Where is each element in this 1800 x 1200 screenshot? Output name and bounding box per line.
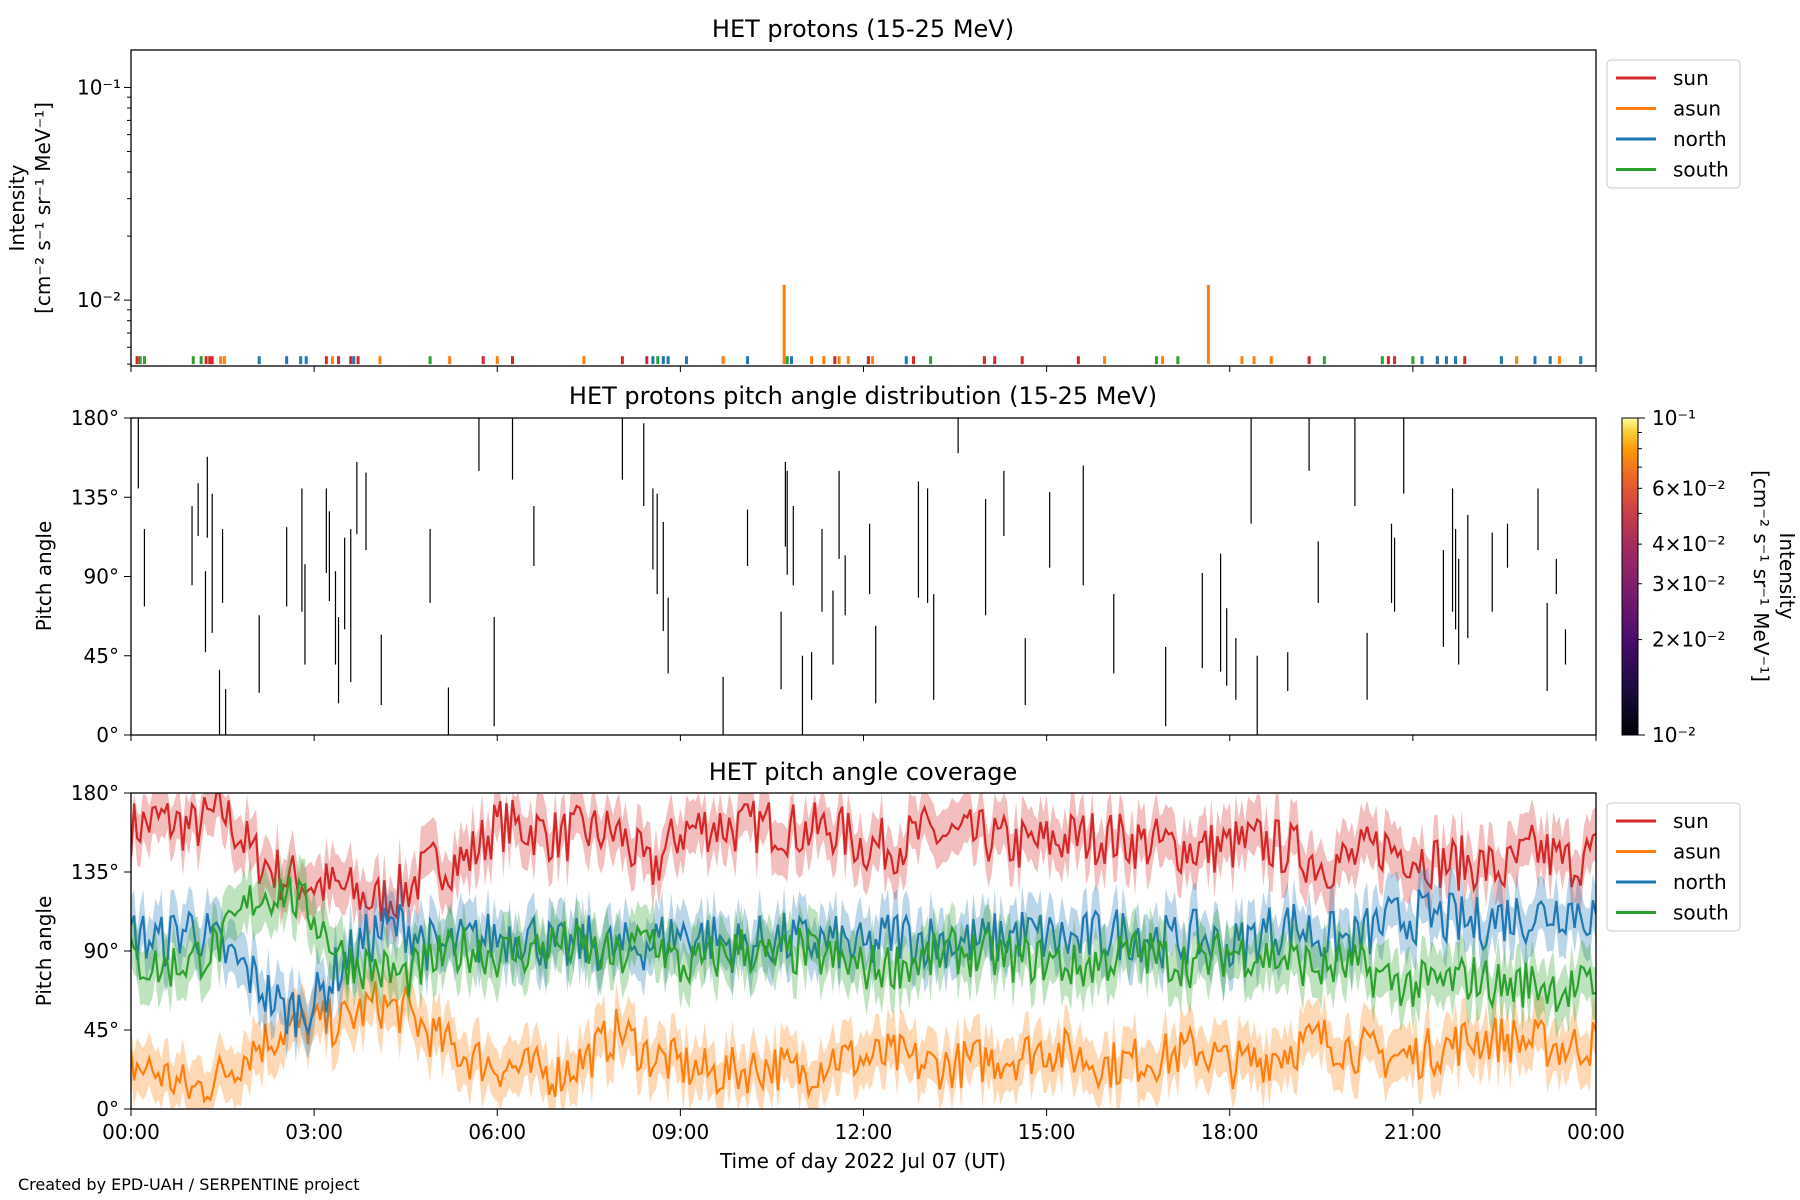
panel2-axes: 0° 45° 90° 135° 180° — [71, 406, 1597, 747]
x-tick-label: 15:00 — [1018, 1120, 1076, 1144]
coverage-line-sun — [131, 793, 1596, 922]
coverage-line-north — [131, 889, 1596, 1038]
panel3-title: HET pitch angle coverage — [709, 758, 1017, 786]
coverage-band-south — [131, 850, 1596, 1038]
panel1-axes: 10⁻² 10⁻¹ — [77, 75, 1597, 372]
colorbar-tick-label: 3×10⁻² — [1652, 572, 1726, 596]
x-tick-label: 21:00 — [1384, 1120, 1442, 1144]
colorbar-label-line1: Intensity — [1775, 532, 1799, 619]
panel2-plot-area — [137, 418, 1567, 735]
y-tick-label: 10⁻¹ — [77, 75, 121, 99]
colorbar-tick-label: 10⁻¹ — [1652, 406, 1696, 430]
legend-label-south: south — [1673, 158, 1729, 182]
legend-label-sun: sun — [1673, 809, 1709, 833]
panel1-ylabel-line2: [cm⁻² s⁻¹ sr⁻¹ MeV⁻¹] — [31, 102, 55, 314]
y-tick-label: 0° — [96, 1097, 119, 1121]
panel1-ylabel: Intensity [cm⁻² s⁻¹ sr⁻¹ MeV⁻¹] — [5, 102, 55, 314]
y-tick-label: 135° — [71, 860, 119, 884]
y-tick-label: 45° — [84, 644, 119, 668]
x-tick-label: 00:00 — [1567, 1120, 1625, 1144]
x-tick-label: 09:00 — [652, 1120, 710, 1144]
legend-label-asun: asun — [1673, 840, 1721, 864]
y-tick-label: 45° — [84, 1018, 119, 1042]
panel-pitch-angle-coverage: HET pitch angle coverage Pitch angle 0° 4… — [32, 758, 1741, 1173]
panel1-frame — [130, 49, 1597, 367]
legend-label-north: north — [1673, 870, 1727, 894]
panel2-frame — [130, 417, 1597, 736]
legend-label-north: north — [1673, 127, 1727, 151]
y-tick-label: 135° — [71, 485, 119, 509]
colorbar-tick-label: 10⁻² — [1652, 723, 1696, 747]
colorbar: 10⁻² 2×10⁻² 3×10⁻² 4×10⁻² 6×10⁻² 10⁻¹ Intensi… — [1621, 406, 1799, 747]
legend-label-asun: asun — [1673, 97, 1721, 121]
panel3-plot-area — [131, 793, 1596, 1109]
x-tick-label: 12:00 — [835, 1120, 893, 1144]
x-tick-label: 18:00 — [1201, 1120, 1259, 1144]
x-tick-label: 06:00 — [468, 1120, 526, 1144]
colorbar-label: Intensity [cm⁻² s⁻¹ sr⁻¹ MeV⁻¹] — [1749, 470, 1799, 682]
y-tick-label: 0° — [96, 723, 119, 747]
legend-label-sun: sun — [1673, 66, 1709, 90]
panel3-frame — [130, 792, 1597, 1110]
coverage-line-south — [131, 876, 1596, 1013]
legend-box — [1606, 59, 1741, 189]
colorbar-tick-label: 4×10⁻² — [1652, 532, 1726, 556]
panel3-axes: 0° 45° 90° 135° 180° 00:00 03:00 06:00 09:00 12:0… — [71, 781, 1625, 1144]
y-tick-label: 10⁻² — [77, 288, 121, 312]
colorbar-tick-label: 2×10⁻² — [1652, 628, 1726, 652]
panel2-title: HET protons pitch angle distribution (15… — [569, 382, 1157, 410]
colorbar-gradient — [1621, 417, 1639, 736]
y-tick-label: 90° — [84, 565, 119, 589]
x-tick-label: 00:00 — [102, 1120, 160, 1144]
x-tick-label: 03:00 — [285, 1120, 343, 1144]
x-axis-label: Time of day 2022 Jul 07 (UT) — [719, 1149, 1006, 1173]
colorbar-label-line2: [cm⁻² s⁻¹ sr⁻¹ MeV⁻¹] — [1749, 470, 1773, 682]
credit-text: Created by EPD-UAH / SERPENTINE project — [18, 1175, 360, 1194]
panel3-ylabel: Pitch angle — [32, 896, 56, 1007]
panel1-legend: sun asun north south — [1606, 59, 1741, 189]
panel1-title: HET protons (15-25 MeV) — [712, 15, 1014, 43]
panel-intensity: HET protons (15-25 MeV) Intensity [cm⁻² … — [5, 15, 1741, 372]
colorbar-ticks: 10⁻² 2×10⁻² 3×10⁻² 4×10⁻² 6×10⁻² 10⁻¹ — [1638, 406, 1726, 747]
y-tick-label: 180° — [71, 781, 119, 805]
panel-pitch-angle-distribution: HET protons pitch angle distribution (15… — [32, 382, 1799, 747]
y-tick-label: 180° — [71, 406, 119, 430]
panel1-plot-area — [135, 284, 1583, 365]
panel2-ylabel: Pitch angle — [32, 521, 56, 632]
panel3-legend: sun asun north south — [1606, 802, 1741, 932]
legend-box — [1606, 802, 1741, 932]
legend-label-south: south — [1673, 901, 1729, 925]
colorbar-tick-label: 6×10⁻² — [1652, 476, 1726, 500]
coverage-line-asun — [131, 981, 1596, 1104]
panel1-ylabel-line1: Intensity — [5, 164, 29, 251]
y-tick-label: 90° — [84, 939, 119, 963]
